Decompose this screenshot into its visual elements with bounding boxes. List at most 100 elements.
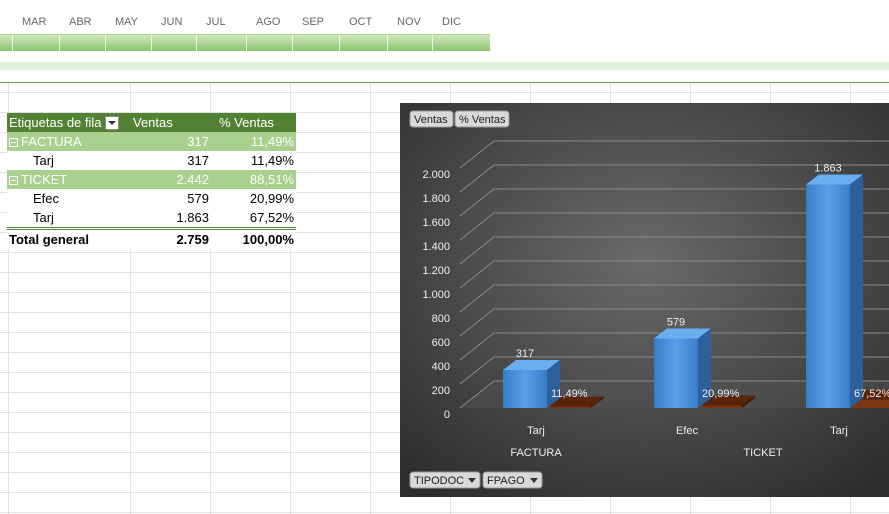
timeline-divider: [246, 34, 247, 51]
bar: [547, 396, 604, 408]
bar-side: [698, 328, 711, 408]
grid-line: [459, 356, 889, 385]
timeline-divider: [196, 34, 197, 51]
field-button-label: Ventas: [414, 114, 448, 126]
field-button[interactable]: [409, 471, 481, 489]
field-button[interactable]: [409, 110, 454, 128]
group-row: FACTURA 317 11,49%: [7, 132, 296, 151]
timeline-divider: [12, 34, 13, 51]
cell: Total general: [7, 227, 131, 249]
row: Tarj 1.863 67,52%: [7, 208, 296, 229]
field-button[interactable]: [454, 110, 510, 128]
cell: 579: [187, 191, 209, 206]
timeline-divider: [339, 34, 340, 51]
data-label: 579: [667, 316, 685, 328]
data-label: 11,49%: [551, 388, 588, 400]
cell-border: [370, 83, 371, 514]
x-tick-label: Tarj: [830, 425, 848, 437]
y-tick-label: 2.000: [422, 169, 450, 181]
y-tick-label: 400: [432, 361, 450, 373]
cell: 20,99%: [249, 191, 294, 206]
month-label[interactable]: JUN: [161, 16, 183, 28]
bar-top: [654, 328, 711, 339]
cell: 100,00%: [211, 227, 296, 249]
header-cell: Ventas: [131, 113, 211, 132]
cell-border: [210, 83, 211, 514]
collapse[interactable]: [9, 138, 18, 148]
timeline: MAR ABR MAY JUN JUL AGO SEP OCT NOV DIC: [0, 0, 490, 52]
data-label: 317: [516, 348, 534, 360]
x-tick-label: Efec: [676, 425, 699, 437]
cell: 11,49%: [211, 132, 296, 151]
bar-side: [850, 174, 863, 408]
timeline-divider: [105, 34, 106, 51]
field-button[interactable]: [482, 471, 543, 489]
header-cell[interactable]: Etiquetas de fila: [7, 113, 131, 132]
data-label: 20,99%: [702, 388, 740, 400]
divider: [0, 82, 889, 83]
month-label[interactable]: MAY: [115, 16, 139, 28]
bar: [806, 174, 863, 408]
header-cell: % Ventas: [211, 113, 296, 132]
month-label[interactable]: ABR: [69, 16, 92, 28]
bar-front: [806, 184, 850, 408]
cell-border: [290, 83, 291, 514]
grid-line: [459, 212, 889, 241]
collapse[interactable]: [9, 176, 18, 186]
cell: 88,51%: [211, 170, 296, 189]
bar-top: [698, 395, 755, 406]
month-label[interactable]: OCT: [349, 16, 373, 28]
timeline-divider: [151, 34, 152, 51]
cell-text: FACTURA: [21, 134, 82, 149]
field-button-label: % Ventas: [459, 114, 506, 126]
cell[interactable]: TICKET: [7, 170, 131, 189]
pivot-table: Etiquetas de fila Ventas % Ventas FACTUR…: [7, 113, 296, 249]
bar-front: [547, 406, 591, 408]
grid-line: [459, 140, 889, 169]
grid-line: [459, 164, 889, 193]
cell: Tarj: [33, 210, 54, 225]
y-tick-label: 1.400: [422, 241, 450, 253]
timeline-divider: [292, 34, 293, 51]
y-tick-label: 200: [432, 385, 450, 397]
bar-top: [806, 174, 863, 185]
month-label[interactable]: AGO: [256, 16, 281, 28]
dropdown-arrow: [468, 478, 476, 483]
bar: [698, 395, 755, 408]
row: Efec 579 20,99%: [7, 189, 296, 208]
month-label[interactable]: NOV: [397, 16, 421, 28]
y-tick-label: 1.000: [422, 289, 450, 301]
bar-side: [591, 396, 604, 408]
cell: 1.863: [176, 210, 209, 225]
month-label[interactable]: SEP: [302, 16, 325, 28]
grid-line: [459, 236, 889, 265]
header-text: Etiquetas de fila: [9, 114, 102, 130]
cell[interactable]: FACTURA: [7, 132, 131, 151]
grid-line: [459, 332, 889, 361]
bar-front: [654, 338, 698, 408]
group-row: TICKET 2.442 88,51%: [7, 170, 296, 189]
x-tick-label: Tarj: [527, 425, 545, 437]
grid-line: [459, 308, 889, 337]
field-button-label: FPAGO: [487, 475, 525, 487]
month-label[interactable]: JUL: [206, 16, 226, 28]
y-tick-label: 0: [444, 409, 450, 421]
bar-top: [503, 359, 560, 370]
dropdown[interactable]: [104, 116, 119, 131]
month-label[interactable]: MAR: [22, 16, 47, 28]
header-row: Etiquetas de fila Ventas % Ventas: [7, 113, 296, 132]
bar-top: [547, 396, 604, 407]
grid-line: [459, 380, 889, 409]
cell-border: [0, 512, 889, 513]
cell: 11,49%: [250, 153, 294, 168]
group-label: FACTURA: [510, 447, 562, 459]
band: [0, 62, 889, 70]
cell: 2.759: [131, 227, 211, 249]
grid-line: [459, 284, 889, 313]
cell: Tarj: [33, 153, 54, 168]
grid-line: [459, 260, 889, 289]
cell: 317: [131, 132, 211, 151]
bar-front: [698, 405, 742, 408]
bar: [503, 359, 560, 408]
month-label[interactable]: DIC: [442, 16, 461, 28]
